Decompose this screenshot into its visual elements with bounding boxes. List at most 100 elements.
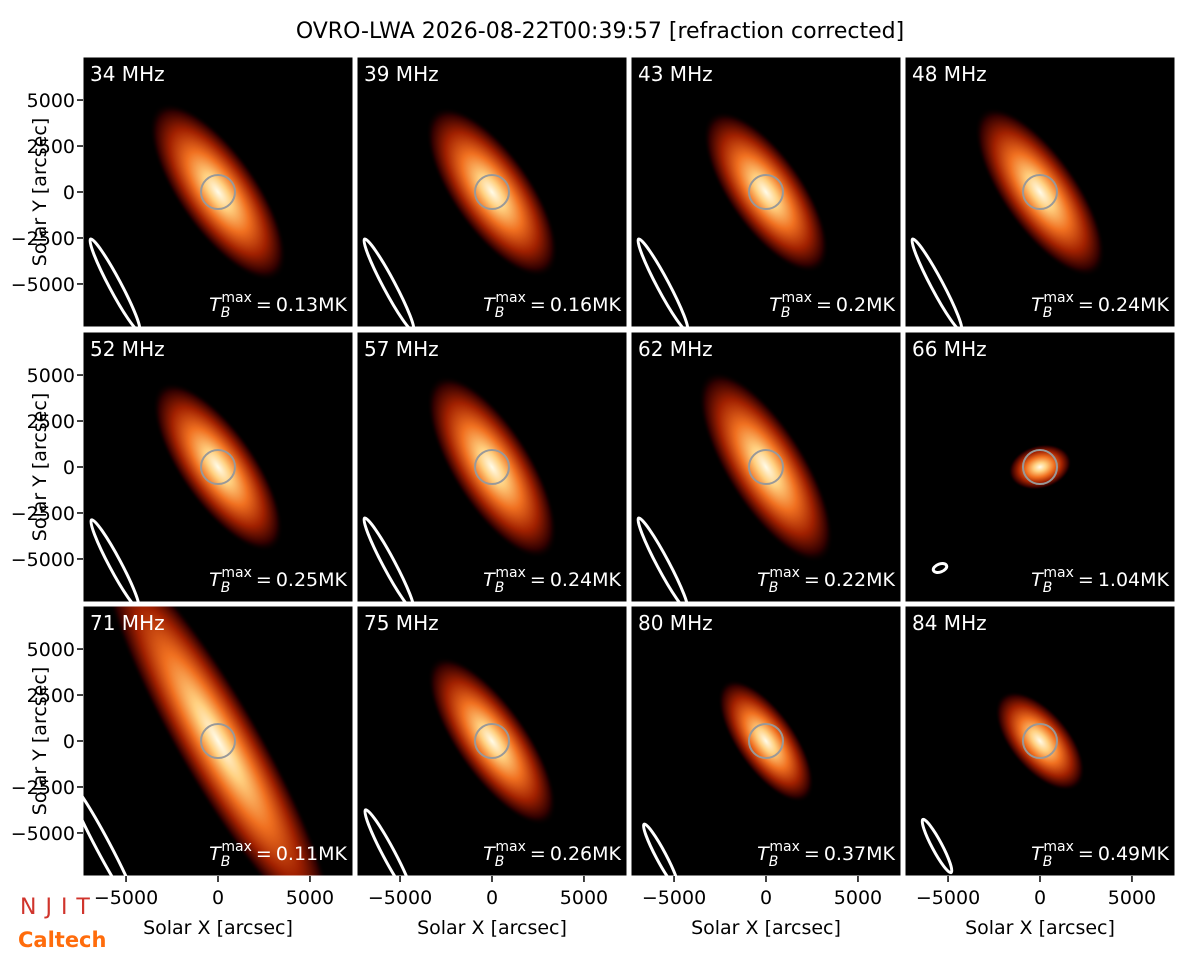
- frequency-label: 34 MHz: [90, 62, 165, 86]
- tb-symbol: =: [1078, 569, 1094, 591]
- logo: NJIT: [20, 895, 99, 920]
- x-tick-label: 5000: [560, 887, 608, 909]
- x-tick-label: 0: [760, 887, 772, 909]
- panel-frame: [904, 331, 1176, 603]
- beam: [636, 237, 690, 327]
- y-axis-label: Solar Y [arcsec]: [29, 667, 51, 815]
- tb-max-value: 0.22MK: [824, 569, 896, 591]
- tb-symbol: B: [495, 305, 505, 321]
- panel: [357, 332, 627, 602]
- tb-symbol: =: [1078, 294, 1094, 316]
- tb-symbol: B: [221, 305, 231, 321]
- y-tick-label: 2500: [27, 411, 75, 433]
- tb-symbol: =: [816, 294, 832, 316]
- tb-symbol: max: [769, 565, 800, 581]
- y-tick-label: 0: [63, 457, 75, 479]
- tb-symbol: max: [221, 290, 252, 306]
- x-tick-label: 5000: [834, 887, 882, 909]
- tb-max-label: TBmax = 0.37MK: [757, 839, 895, 870]
- y-tick-label: −5000: [11, 274, 75, 296]
- tb-symbol: max: [495, 839, 526, 855]
- tb-symbol: T: [757, 843, 770, 865]
- brightness-image: [1008, 444, 1072, 490]
- panel-frame: [356, 331, 628, 603]
- panel: [357, 606, 627, 876]
- tb-max-label: TBmax = 0.13MK: [209, 290, 347, 321]
- beam: [362, 516, 416, 602]
- y-tick-label: −2500: [11, 503, 75, 525]
- x-axis-label: Solar X [arcsec]: [965, 917, 1115, 939]
- panel-frame: [356, 56, 628, 328]
- y-tick-label: −5000: [11, 549, 75, 571]
- tb-symbol: =: [530, 569, 546, 591]
- tb-symbol: max: [221, 565, 252, 581]
- panel: [83, 332, 353, 602]
- solar-disk: [200, 449, 236, 485]
- tb-symbol: B: [1043, 580, 1053, 596]
- beam: [642, 822, 680, 876]
- frequency-label: 39 MHz: [364, 62, 439, 86]
- beam: [88, 237, 142, 327]
- tb-symbol: B: [1043, 305, 1053, 321]
- tb-symbol: T: [1031, 843, 1044, 865]
- tb-symbol: =: [804, 569, 820, 591]
- tb-symbol: B: [495, 854, 505, 870]
- tb-symbol: T: [483, 569, 496, 591]
- frequency-label: 43 MHz: [638, 62, 713, 86]
- brightness-image: [102, 606, 334, 876]
- solar-disk: [1022, 723, 1058, 759]
- beam: [89, 518, 141, 602]
- tb-symbol: =: [256, 569, 272, 591]
- brightness-image: [995, 691, 1085, 791]
- tb-max-value: 0.26MK: [550, 843, 622, 865]
- brightness-image: [703, 111, 829, 273]
- panel-frame: [904, 56, 1176, 328]
- frequency-label: 75 MHz: [364, 611, 439, 635]
- tb-symbol: B: [1043, 854, 1053, 870]
- solar-disk: [1022, 174, 1058, 210]
- solar-disk: [474, 723, 510, 759]
- beam: [636, 516, 690, 602]
- frequency-label: 71 MHz: [90, 611, 165, 635]
- brightness-image: [698, 371, 834, 563]
- x-tick-label: −5000: [368, 887, 432, 909]
- x-tick-label: 0: [212, 887, 224, 909]
- tb-symbol: max: [1043, 839, 1074, 855]
- y-axis-label: Solar Y [arcsec]: [29, 393, 51, 541]
- tb-symbol: T: [209, 294, 222, 316]
- x-tick-label: 0: [486, 887, 498, 909]
- panel: [357, 57, 627, 327]
- brightness-image: [427, 656, 557, 826]
- solar-disk: [474, 449, 510, 485]
- beam: [920, 817, 954, 875]
- tb-symbol: B: [221, 580, 231, 596]
- tb-symbol: T: [1031, 294, 1044, 316]
- frequency-label: 66 MHz: [912, 337, 987, 361]
- tb-max-value: 0.37MK: [824, 843, 896, 865]
- tb-symbol: T: [757, 569, 770, 591]
- x-tick-label: −5000: [94, 887, 158, 909]
- tb-max-value: 0.13MK: [276, 294, 348, 316]
- y-tick-label: 5000: [27, 639, 75, 661]
- tb-symbol: max: [781, 290, 812, 306]
- y-tick-label: 2500: [27, 136, 75, 158]
- brightness-image: [152, 382, 284, 552]
- tb-symbol: B: [221, 854, 231, 870]
- tb-max-value: 0.16MK: [550, 294, 622, 316]
- title: OVRO-LWA 2026-08-22T00:39:57 [refraction…: [296, 19, 904, 44]
- tb-max-value: 0.11MK: [276, 843, 348, 865]
- frequency-label: 57 MHz: [364, 337, 439, 361]
- y-tick-label: 2500: [27, 685, 75, 707]
- y-tick-label: −2500: [11, 777, 75, 799]
- tb-symbol: B: [495, 580, 505, 596]
- tb-max-label: TBmax = 1.04MK: [1031, 565, 1169, 596]
- frequency-label: 48 MHz: [912, 62, 987, 86]
- tb-max-label: TBmax = 0.25MK: [209, 565, 347, 596]
- tb-max-value: 0.25MK: [276, 569, 348, 591]
- panel: [83, 606, 353, 876]
- y-tick-label: 0: [63, 731, 75, 753]
- panel: [631, 332, 901, 602]
- frequency-label: 84 MHz: [912, 611, 987, 635]
- panel: [631, 606, 901, 876]
- tb-max-label: TBmax = 0.24MK: [1031, 290, 1169, 321]
